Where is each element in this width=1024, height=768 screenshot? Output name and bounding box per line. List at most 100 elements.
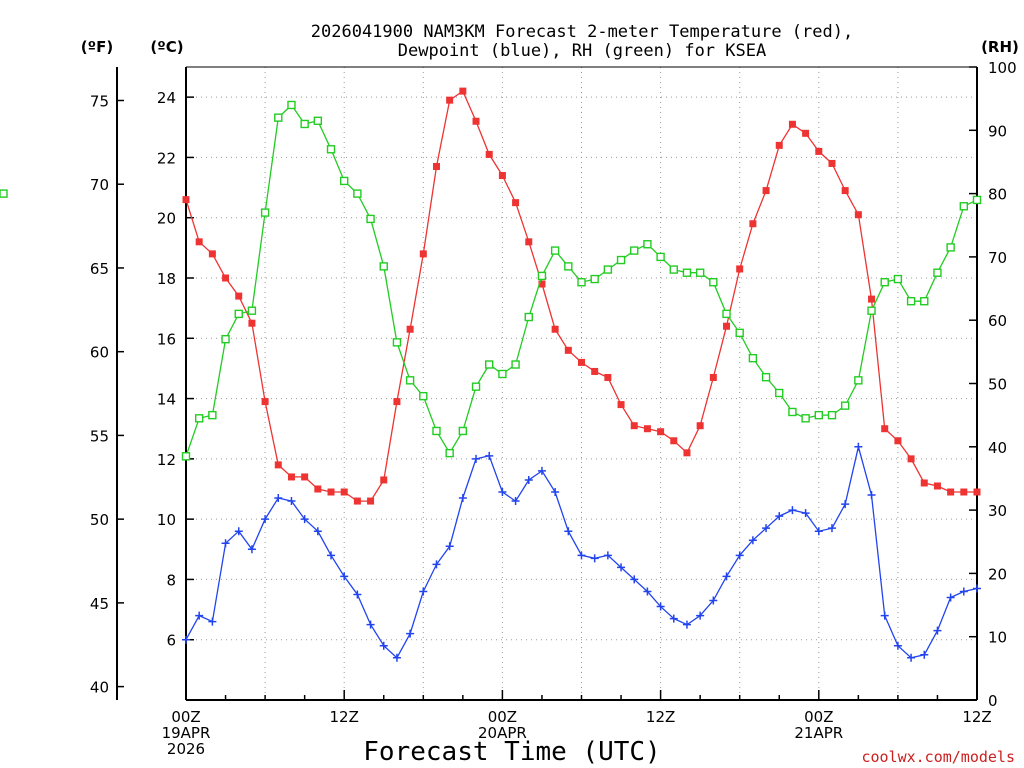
rh-point <box>194 414 204 423</box>
dewpoint-point <box>630 575 639 584</box>
dewpoint-point <box>775 512 784 521</box>
rh-point <box>775 388 784 398</box>
rh-point <box>221 334 230 344</box>
fahrenheit-tick-label: 55 <box>90 427 109 445</box>
temperature-point <box>419 250 427 258</box>
rh-point <box>761 372 771 382</box>
dewpoint-point <box>907 653 916 662</box>
temperature-point <box>894 437 902 445</box>
temperature-point <box>261 398 269 406</box>
dewpoint-point <box>696 611 705 620</box>
temperature-point <box>802 129 810 137</box>
dewpoint-point <box>366 620 375 629</box>
rh-point <box>893 274 903 284</box>
x-tick-label: 12Z <box>330 708 359 726</box>
celsius-tick-label: 10 <box>157 511 176 529</box>
rh-tick-label: 70 <box>988 249 1007 267</box>
rh-point <box>827 410 837 420</box>
celsius-tick-label: 14 <box>157 391 176 409</box>
dewpoint-point <box>274 494 283 503</box>
rh-point <box>458 426 468 436</box>
rh-point <box>485 360 494 369</box>
rh-point <box>814 410 823 420</box>
rh-point <box>340 176 349 186</box>
dewpoint-point <box>221 539 230 548</box>
rh-tick-label: 90 <box>988 122 1007 140</box>
rh-point <box>682 268 692 277</box>
temperature-point <box>551 325 559 333</box>
temperature-point <box>617 401 625 409</box>
rh-point <box>616 255 626 265</box>
rh-tick-label: 100 <box>988 59 1017 77</box>
rh-point <box>432 426 441 436</box>
dewpoint-point <box>814 527 823 536</box>
dewpoint-point <box>577 551 586 560</box>
x-tick-label: 12Z <box>646 708 675 726</box>
dewpoint-point <box>524 475 533 484</box>
rh-point <box>801 414 810 423</box>
temperature-point <box>868 295 876 303</box>
temperature-point <box>406 325 414 333</box>
rh-point <box>313 116 323 126</box>
dewpoint-point <box>247 545 256 554</box>
rh-point <box>300 119 309 129</box>
rh-point <box>959 202 969 211</box>
rh-point <box>326 145 336 154</box>
rh-point <box>906 297 916 306</box>
series-layer <box>0 87 982 662</box>
temperature-point <box>248 319 256 327</box>
temperature-point <box>274 461 282 469</box>
rh-point <box>419 391 428 401</box>
temperature-point <box>881 425 889 433</box>
temperature-point <box>327 488 335 496</box>
dewpoint-point <box>827 524 836 533</box>
temperature-point <box>973 488 981 496</box>
dewpoint-point <box>590 554 599 563</box>
dewpoint-point <box>656 602 665 611</box>
x-tick-label: 00Z <box>488 708 517 726</box>
rh-tick-label: 60 <box>988 312 1007 330</box>
rh-point <box>274 113 283 122</box>
celsius-tick-label: 20 <box>157 210 176 228</box>
temperature-point <box>920 479 928 487</box>
dewpoint-point <box>406 629 415 638</box>
rh-point <box>722 309 731 319</box>
temperature-point <box>841 187 849 195</box>
celsius-tick-label: 18 <box>157 270 176 288</box>
fahrenheit-tick-label: 60 <box>90 344 109 362</box>
dewpoint-point <box>300 515 309 524</box>
chart-title-line1: 2026041900 NAM3KM Forecast 2-meter Tempe… <box>311 22 853 42</box>
dewpoint-point <box>472 454 481 463</box>
temperature-point <box>788 120 796 128</box>
rh-tick-label: 0 <box>988 692 998 710</box>
temperature-point <box>485 150 493 158</box>
rh-point <box>550 246 560 255</box>
rh-point <box>181 452 191 461</box>
rh-point <box>748 353 758 363</box>
rh-point <box>946 243 955 252</box>
rh-point <box>564 262 573 271</box>
temperature-point <box>960 488 968 496</box>
rh-point <box>630 246 639 255</box>
temperature-point <box>432 162 440 170</box>
dewpoint-point <box>195 611 204 620</box>
temperature-point <box>512 199 520 207</box>
temperature-point <box>208 250 216 258</box>
dewpoint-point <box>537 466 546 475</box>
temperature-point <box>353 497 361 505</box>
x-axis-title: Forecast Time (UTC) <box>363 737 660 767</box>
dewpoint-point <box>603 551 612 560</box>
credit-text: coolwx.com/models <box>861 748 1015 766</box>
dewpoint-point <box>946 593 955 602</box>
fahrenheit-tick-label: 40 <box>90 679 109 697</box>
temperature-point <box>367 497 375 505</box>
fahrenheit-tick-label: 65 <box>90 260 109 278</box>
rh-point <box>405 376 415 385</box>
rh-point <box>379 262 388 271</box>
celsius-tick-label: 16 <box>157 330 176 348</box>
rh-tick-label: 40 <box>988 439 1007 457</box>
rh-tick-label: 10 <box>988 629 1007 647</box>
x-tick-label: 00Z <box>804 708 833 726</box>
dewpoint-point <box>564 527 573 536</box>
